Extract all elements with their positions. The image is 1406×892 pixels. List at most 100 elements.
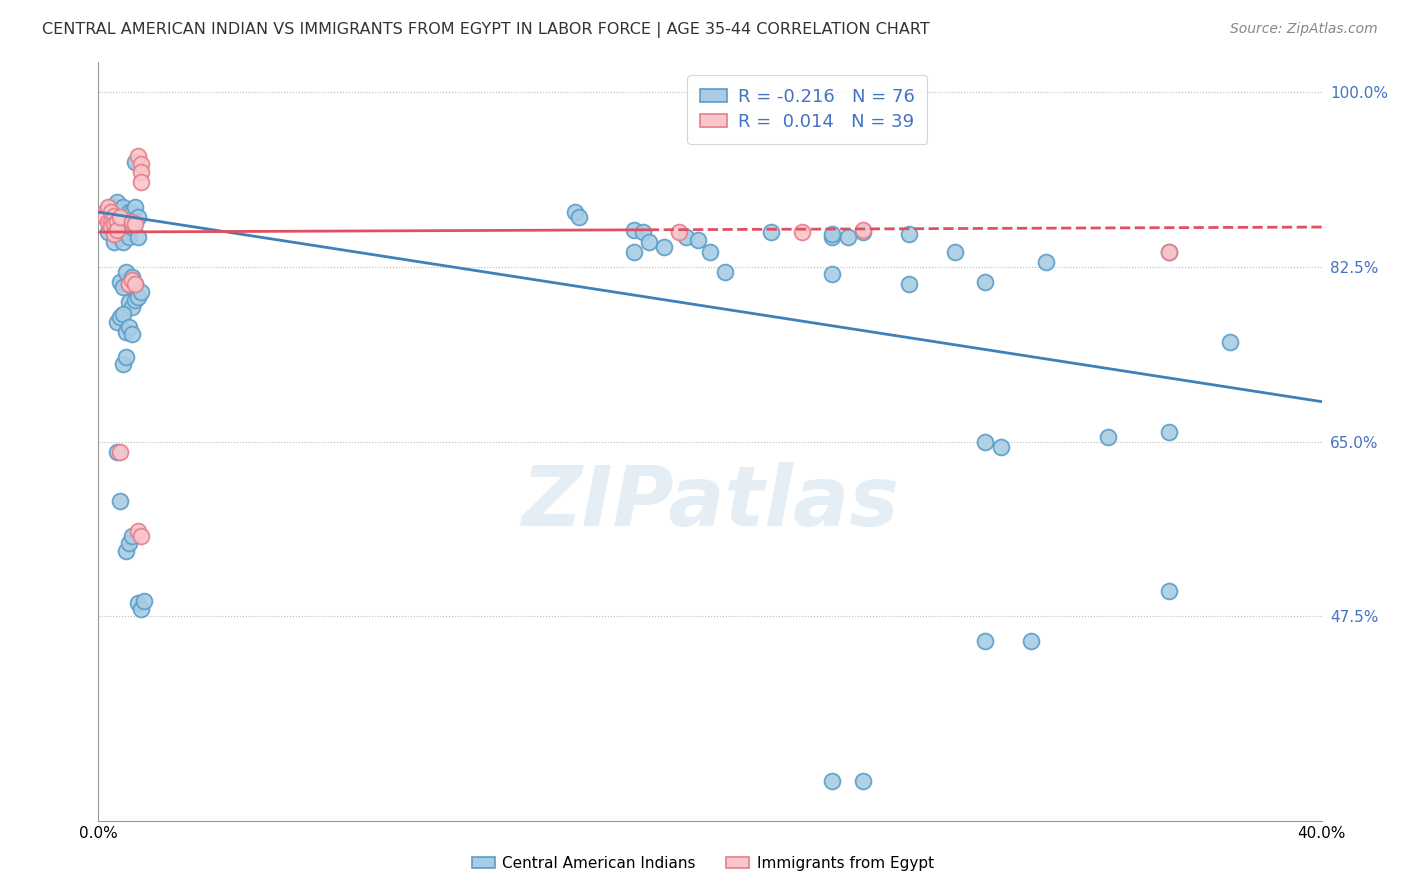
- Point: [124, 200, 146, 214]
- Point: [121, 273, 143, 287]
- Point: [118, 277, 141, 291]
- Point: [668, 225, 690, 239]
- Point: [1219, 334, 1241, 349]
- Point: [97, 225, 120, 239]
- Point: [108, 444, 131, 458]
- Text: 0.0%: 0.0%: [79, 826, 118, 840]
- Point: [129, 285, 152, 299]
- Point: [121, 269, 143, 284]
- Point: [100, 220, 122, 235]
- Text: 40.0%: 40.0%: [1298, 826, 1346, 840]
- Point: [129, 175, 152, 189]
- Point: [100, 205, 122, 219]
- Point: [790, 225, 813, 239]
- Point: [108, 275, 131, 289]
- Point: [127, 290, 149, 304]
- Point: [129, 529, 152, 543]
- Point: [111, 215, 134, 229]
- Point: [97, 215, 120, 229]
- Point: [821, 773, 844, 788]
- Point: [761, 225, 783, 239]
- Point: [943, 245, 966, 260]
- Point: [111, 200, 134, 214]
- Point: [124, 293, 146, 307]
- Point: [97, 200, 120, 214]
- Point: [129, 165, 152, 179]
- Point: [105, 444, 128, 458]
- Point: [974, 434, 997, 449]
- Point: [974, 634, 997, 648]
- Point: [111, 280, 134, 294]
- Point: [103, 200, 125, 214]
- Point: [699, 245, 721, 260]
- Point: [103, 227, 125, 241]
- Point: [1097, 429, 1119, 443]
- Point: [105, 225, 128, 239]
- Point: [564, 205, 586, 219]
- Legend: R = -0.216   N = 76, R =  0.014   N = 39: R = -0.216 N = 76, R = 0.014 N = 39: [688, 75, 928, 144]
- Point: [121, 300, 143, 314]
- Point: [103, 215, 125, 229]
- Point: [115, 544, 138, 558]
- Point: [108, 310, 131, 324]
- Text: ZIPatlas: ZIPatlas: [522, 462, 898, 542]
- Point: [1157, 245, 1180, 260]
- Point: [121, 326, 143, 341]
- Point: [100, 210, 122, 224]
- Point: [105, 315, 128, 329]
- Point: [714, 265, 737, 279]
- Point: [897, 227, 920, 241]
- Point: [1157, 584, 1180, 599]
- Point: [105, 195, 128, 210]
- Point: [1157, 245, 1180, 260]
- Point: [134, 594, 156, 608]
- Point: [852, 225, 875, 239]
- Point: [111, 235, 134, 249]
- Point: [108, 210, 131, 224]
- Point: [105, 215, 128, 229]
- Point: [108, 205, 131, 219]
- Point: [129, 157, 152, 171]
- Point: [121, 215, 143, 229]
- Point: [100, 215, 122, 229]
- Point: [118, 294, 141, 309]
- Point: [974, 275, 997, 289]
- Point: [121, 529, 143, 543]
- Point: [118, 277, 141, 291]
- Point: [852, 223, 875, 237]
- Point: [837, 230, 859, 244]
- Point: [852, 773, 875, 788]
- Text: CENTRAL AMERICAN INDIAN VS IMMIGRANTS FROM EGYPT IN LABOR FORCE | AGE 35-44 CORR: CENTRAL AMERICAN INDIAN VS IMMIGRANTS FR…: [42, 22, 929, 38]
- Point: [108, 215, 131, 229]
- Point: [1019, 634, 1042, 648]
- Point: [108, 230, 131, 244]
- Point: [118, 220, 141, 235]
- Point: [118, 230, 141, 244]
- Point: [631, 225, 654, 239]
- Point: [105, 223, 128, 237]
- Point: [124, 277, 146, 291]
- Point: [1157, 425, 1180, 439]
- Point: [103, 209, 125, 223]
- Point: [100, 220, 122, 235]
- Point: [115, 210, 138, 224]
- Point: [686, 233, 709, 247]
- Point: [124, 155, 146, 169]
- Point: [637, 235, 661, 249]
- Point: [990, 440, 1012, 454]
- Point: [675, 230, 697, 244]
- Point: [127, 524, 149, 539]
- Point: [124, 217, 146, 231]
- Point: [821, 230, 844, 244]
- Point: [1035, 255, 1057, 269]
- Point: [111, 307, 134, 321]
- Point: [127, 596, 149, 610]
- Point: [124, 277, 146, 291]
- Point: [623, 223, 645, 237]
- Point: [127, 230, 149, 244]
- Point: [821, 267, 844, 281]
- Point: [623, 245, 645, 260]
- Point: [121, 205, 143, 219]
- Point: [129, 602, 152, 616]
- Point: [115, 225, 138, 239]
